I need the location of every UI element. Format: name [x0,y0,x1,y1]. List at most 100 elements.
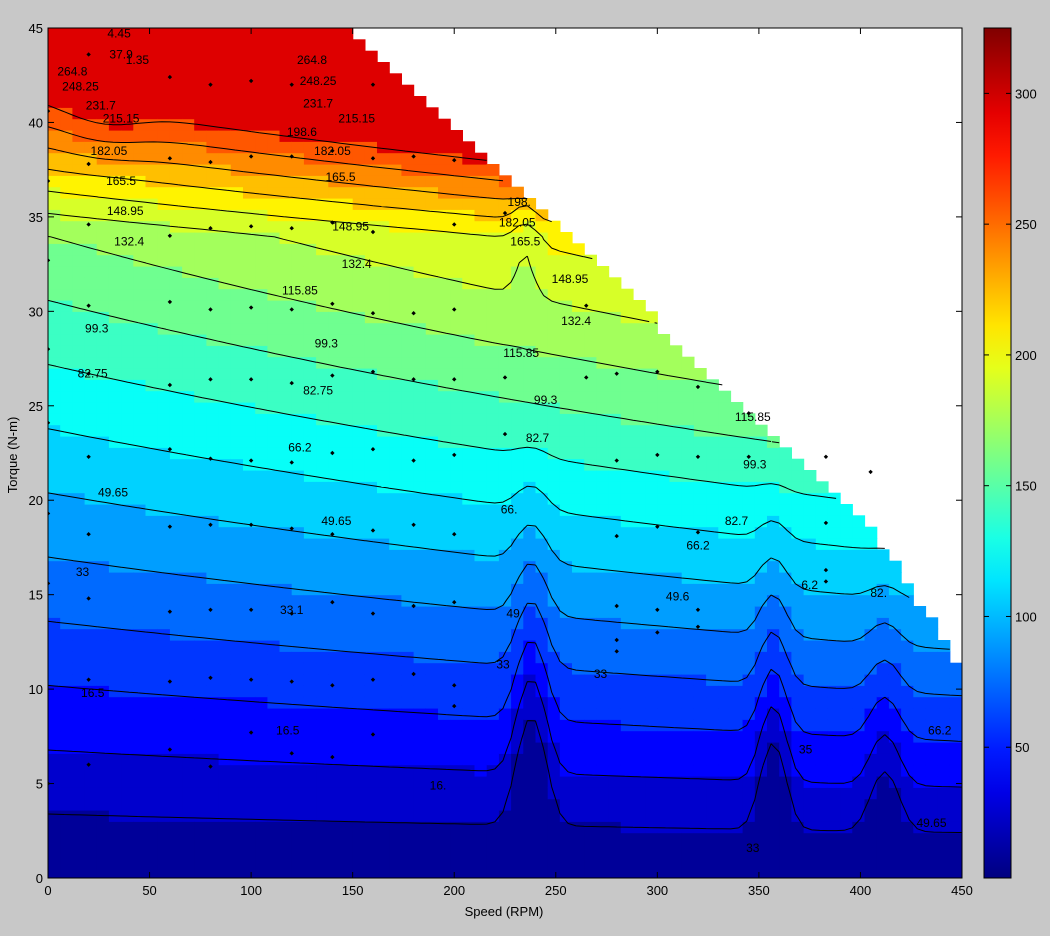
contour-cell [511,696,524,709]
contour-cell [462,719,476,732]
contour-cell [48,538,61,550]
contour-cell [389,628,402,641]
contour-cell [133,141,147,154]
contour-cell [462,288,476,301]
contour-cell [303,424,317,437]
contour-cell [633,300,646,312]
contour-cell [535,685,549,698]
contour-cell [96,73,110,86]
contour-cell [96,560,110,573]
contour-cell [389,130,402,142]
contour-cell [706,504,719,516]
contour-cell [108,832,122,845]
sample-point [614,603,619,609]
contour-cell [425,175,439,188]
y-tick-label: 25 [29,399,43,414]
contour-cell [498,606,512,618]
contour-cell [145,164,159,176]
contour-cell [218,175,232,188]
contour-cell [462,198,476,210]
contour-cell [742,866,756,878]
contour-cell [243,390,256,403]
contour-cell [425,458,439,471]
contour-cell [194,413,207,426]
contour-cell [389,764,402,777]
contour-cell [633,753,646,766]
contour-cell [121,798,134,811]
contour-cell [218,821,232,834]
contour-cell [291,334,305,346]
contour-cell [389,719,402,732]
contour-cell [742,572,756,584]
contour-cell [486,549,500,562]
contour-cell [267,84,281,97]
contour-cell [72,379,86,392]
contour-cell [108,470,122,482]
contour-label: 66.2 [928,724,952,738]
contour-cell [645,390,658,403]
contour-cell [438,628,451,641]
contour-cell [133,368,147,380]
contour-cell [876,696,890,709]
contour-cell [169,84,183,97]
contour-cell [791,832,805,845]
contour-cell [72,844,86,856]
contour-cell [389,787,402,800]
contour-cell [486,322,500,335]
contour-cell [328,617,342,630]
sample-point [330,450,335,456]
contour-cell [243,810,256,822]
contour-cell [218,232,232,244]
contour-cell [681,390,695,403]
contour-cell [706,560,719,573]
contour-cell [389,164,402,176]
contour-cell [718,730,732,743]
contour-cell [523,708,537,720]
contour-cell [218,130,232,142]
contour-cell [121,322,134,335]
contour-cell [389,73,402,86]
contour-cell [669,402,683,414]
contour-cell [438,130,451,142]
contour-cell [438,730,451,743]
contour-cell [949,844,962,856]
contour-cell [84,492,98,505]
contour-cell [267,685,281,698]
contour-cell [279,810,293,822]
contour-cell [523,481,537,494]
contour-cell [182,62,195,74]
contour-cell [267,96,281,108]
contour-cell [450,368,463,380]
contour-cell [547,708,561,720]
contour-cell [608,311,622,324]
contour-cell [596,368,610,380]
contour-cell [108,628,122,641]
contour-cell [255,39,268,52]
contour-cell [767,583,780,596]
contour-cell [450,787,463,800]
contour-cell [706,424,719,437]
contour-cell [559,492,573,505]
contour-cell [230,708,244,720]
contour-cell [633,776,646,788]
contour-cell [377,84,390,97]
contour-cell [206,583,220,596]
contour-cell [669,368,683,380]
contour-cell [413,753,427,766]
contour-cell [121,186,134,199]
contour-cell [401,300,415,312]
contour-cell [559,730,573,743]
y-tick-label: 5 [36,777,43,792]
contour-cell [182,288,195,301]
contour-cell [450,345,463,358]
contour-cell [364,821,378,834]
contour-cell [352,821,366,834]
contour-cell [218,776,232,788]
contour-cell [413,209,427,222]
contour-cell [340,402,354,414]
contour-cell [462,356,476,369]
contour-cell [108,288,122,301]
contour-cell [389,322,402,335]
contour-cell [413,628,427,641]
contour-cell [72,730,86,743]
